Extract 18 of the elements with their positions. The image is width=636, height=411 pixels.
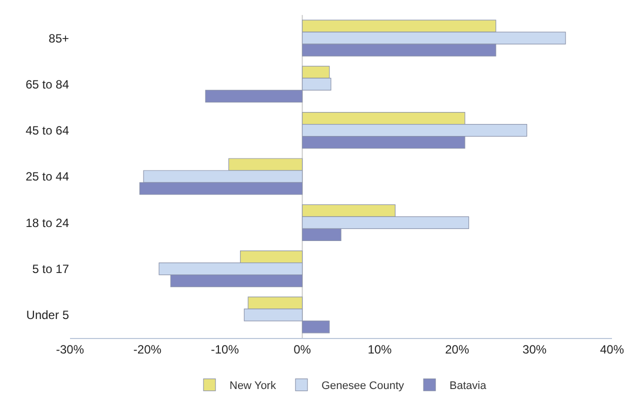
y-tick-label: Under 5: [26, 308, 70, 322]
x-tick-label: -30%: [56, 342, 84, 356]
legend-label: Batavia: [450, 380, 488, 392]
x-tick-label: 0%: [294, 342, 312, 356]
x-tick-label: 40%: [600, 342, 624, 356]
y-tick-label: 85+: [48, 31, 69, 46]
x-tick-label: -10%: [210, 342, 240, 356]
x-tick-label: -20%: [133, 342, 162, 356]
y-tick-label: 18 to 24: [26, 216, 70, 230]
y-tick-label: 5 to 17: [32, 262, 70, 276]
x-tick-label: 10%: [368, 342, 392, 356]
legend-label: Genesee County: [321, 380, 405, 392]
x-tick-label: 20%: [445, 342, 470, 356]
legend-label: New York: [230, 380, 276, 392]
y-tick-label: 45 to 64: [26, 124, 70, 138]
x-tick-label: 30%: [522, 342, 547, 356]
y-tick-label: 25 to 44: [26, 170, 70, 184]
y-tick-label: 65 to 84: [26, 77, 70, 92]
